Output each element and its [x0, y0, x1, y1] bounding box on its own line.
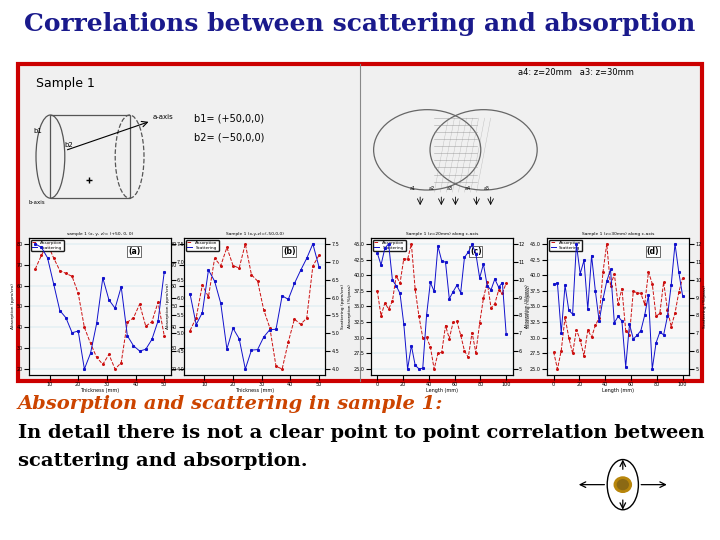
Y-axis label: Scattering (ppm/cm): Scattering (ppm/cm) — [341, 284, 345, 329]
X-axis label: Length (mm): Length (mm) — [602, 388, 634, 393]
Text: a4: a4 — [465, 186, 471, 191]
Text: b1: b1 — [33, 128, 42, 134]
Text: a1: a1 — [410, 186, 416, 191]
Text: In detail there is not a clear point to point correlation between: In detail there is not a clear point to … — [18, 424, 705, 442]
Text: (d): (d) — [647, 247, 659, 256]
Legend: Absorption, Scattering: Absorption, Scattering — [373, 240, 406, 251]
Circle shape — [614, 477, 631, 492]
Y-axis label: Scattering (%/pass): Scattering (%/pass) — [703, 285, 707, 328]
Y-axis label: Scattering (%/pass): Scattering (%/pass) — [526, 285, 531, 328]
X-axis label: Thickness (mm): Thickness (mm) — [80, 388, 120, 393]
Text: Sample 1: Sample 1 — [36, 77, 95, 90]
Y-axis label: Absorption (ppm/cm): Absorption (ppm/cm) — [166, 284, 170, 329]
Text: (c): (c) — [470, 247, 482, 256]
FancyBboxPatch shape — [18, 64, 702, 381]
Title: Sample 1 (x,y,z)=(-50,0,0): Sample 1 (x,y,z)=(-50,0,0) — [225, 232, 284, 236]
Legend: Absorption, Scattering: Absorption, Scattering — [549, 240, 582, 251]
Title: sample 1 (x, y, z)= (+50, 0, 0): sample 1 (x, y, z)= (+50, 0, 0) — [66, 232, 133, 236]
Text: scattering and absorption.: scattering and absorption. — [18, 452, 307, 470]
Y-axis label: Scattering (ppm/cm): Scattering (ppm/cm) — [186, 284, 190, 329]
Legend: Absorption, Scattering: Absorption, Scattering — [186, 240, 219, 251]
Text: b-axis: b-axis — [29, 200, 45, 205]
Text: b2= (−50,0,0): b2= (−50,0,0) — [194, 132, 265, 143]
Text: Correlations between scattering and absorption: Correlations between scattering and abso… — [24, 12, 696, 36]
Text: (b): (b) — [283, 247, 295, 256]
Text: a4: z=20mm   a3: z=30mm: a4: z=20mm a3: z=30mm — [518, 68, 634, 77]
Text: Absorption and scattering in sample 1:: Absorption and scattering in sample 1: — [18, 395, 444, 413]
Y-axis label: Absorption (%/pass): Absorption (%/pass) — [525, 285, 528, 328]
Circle shape — [617, 480, 629, 490]
Text: b2: b2 — [65, 142, 73, 148]
Text: a2: a2 — [428, 186, 434, 191]
X-axis label: Length (mm): Length (mm) — [426, 388, 458, 393]
X-axis label: Thickness (mm): Thickness (mm) — [235, 388, 274, 393]
Text: a-axis: a-axis — [153, 113, 174, 119]
Y-axis label: Absorption (ppm/cm): Absorption (ppm/cm) — [11, 284, 15, 329]
Text: b1= (+50,0,0): b1= (+50,0,0) — [194, 113, 264, 124]
Text: (a): (a) — [128, 247, 140, 256]
Title: Sample 1 (z=30mm) along c-axis: Sample 1 (z=30mm) along c-axis — [582, 232, 654, 236]
Y-axis label: Absorption (%/pass): Absorption (%/pass) — [348, 285, 352, 328]
Title: Sample 1 (z=20mm) along c-axis: Sample 1 (z=20mm) along c-axis — [405, 232, 478, 236]
Legend: Absorption, Scattering: Absorption, Scattering — [31, 240, 64, 251]
Text: a3: a3 — [446, 186, 453, 191]
Text: a5: a5 — [483, 186, 490, 191]
